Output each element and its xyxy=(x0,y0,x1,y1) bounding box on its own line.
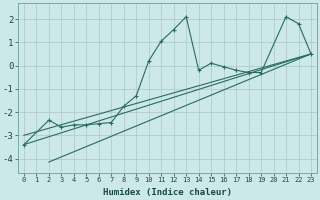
X-axis label: Humidex (Indice chaleur): Humidex (Indice chaleur) xyxy=(103,188,232,197)
